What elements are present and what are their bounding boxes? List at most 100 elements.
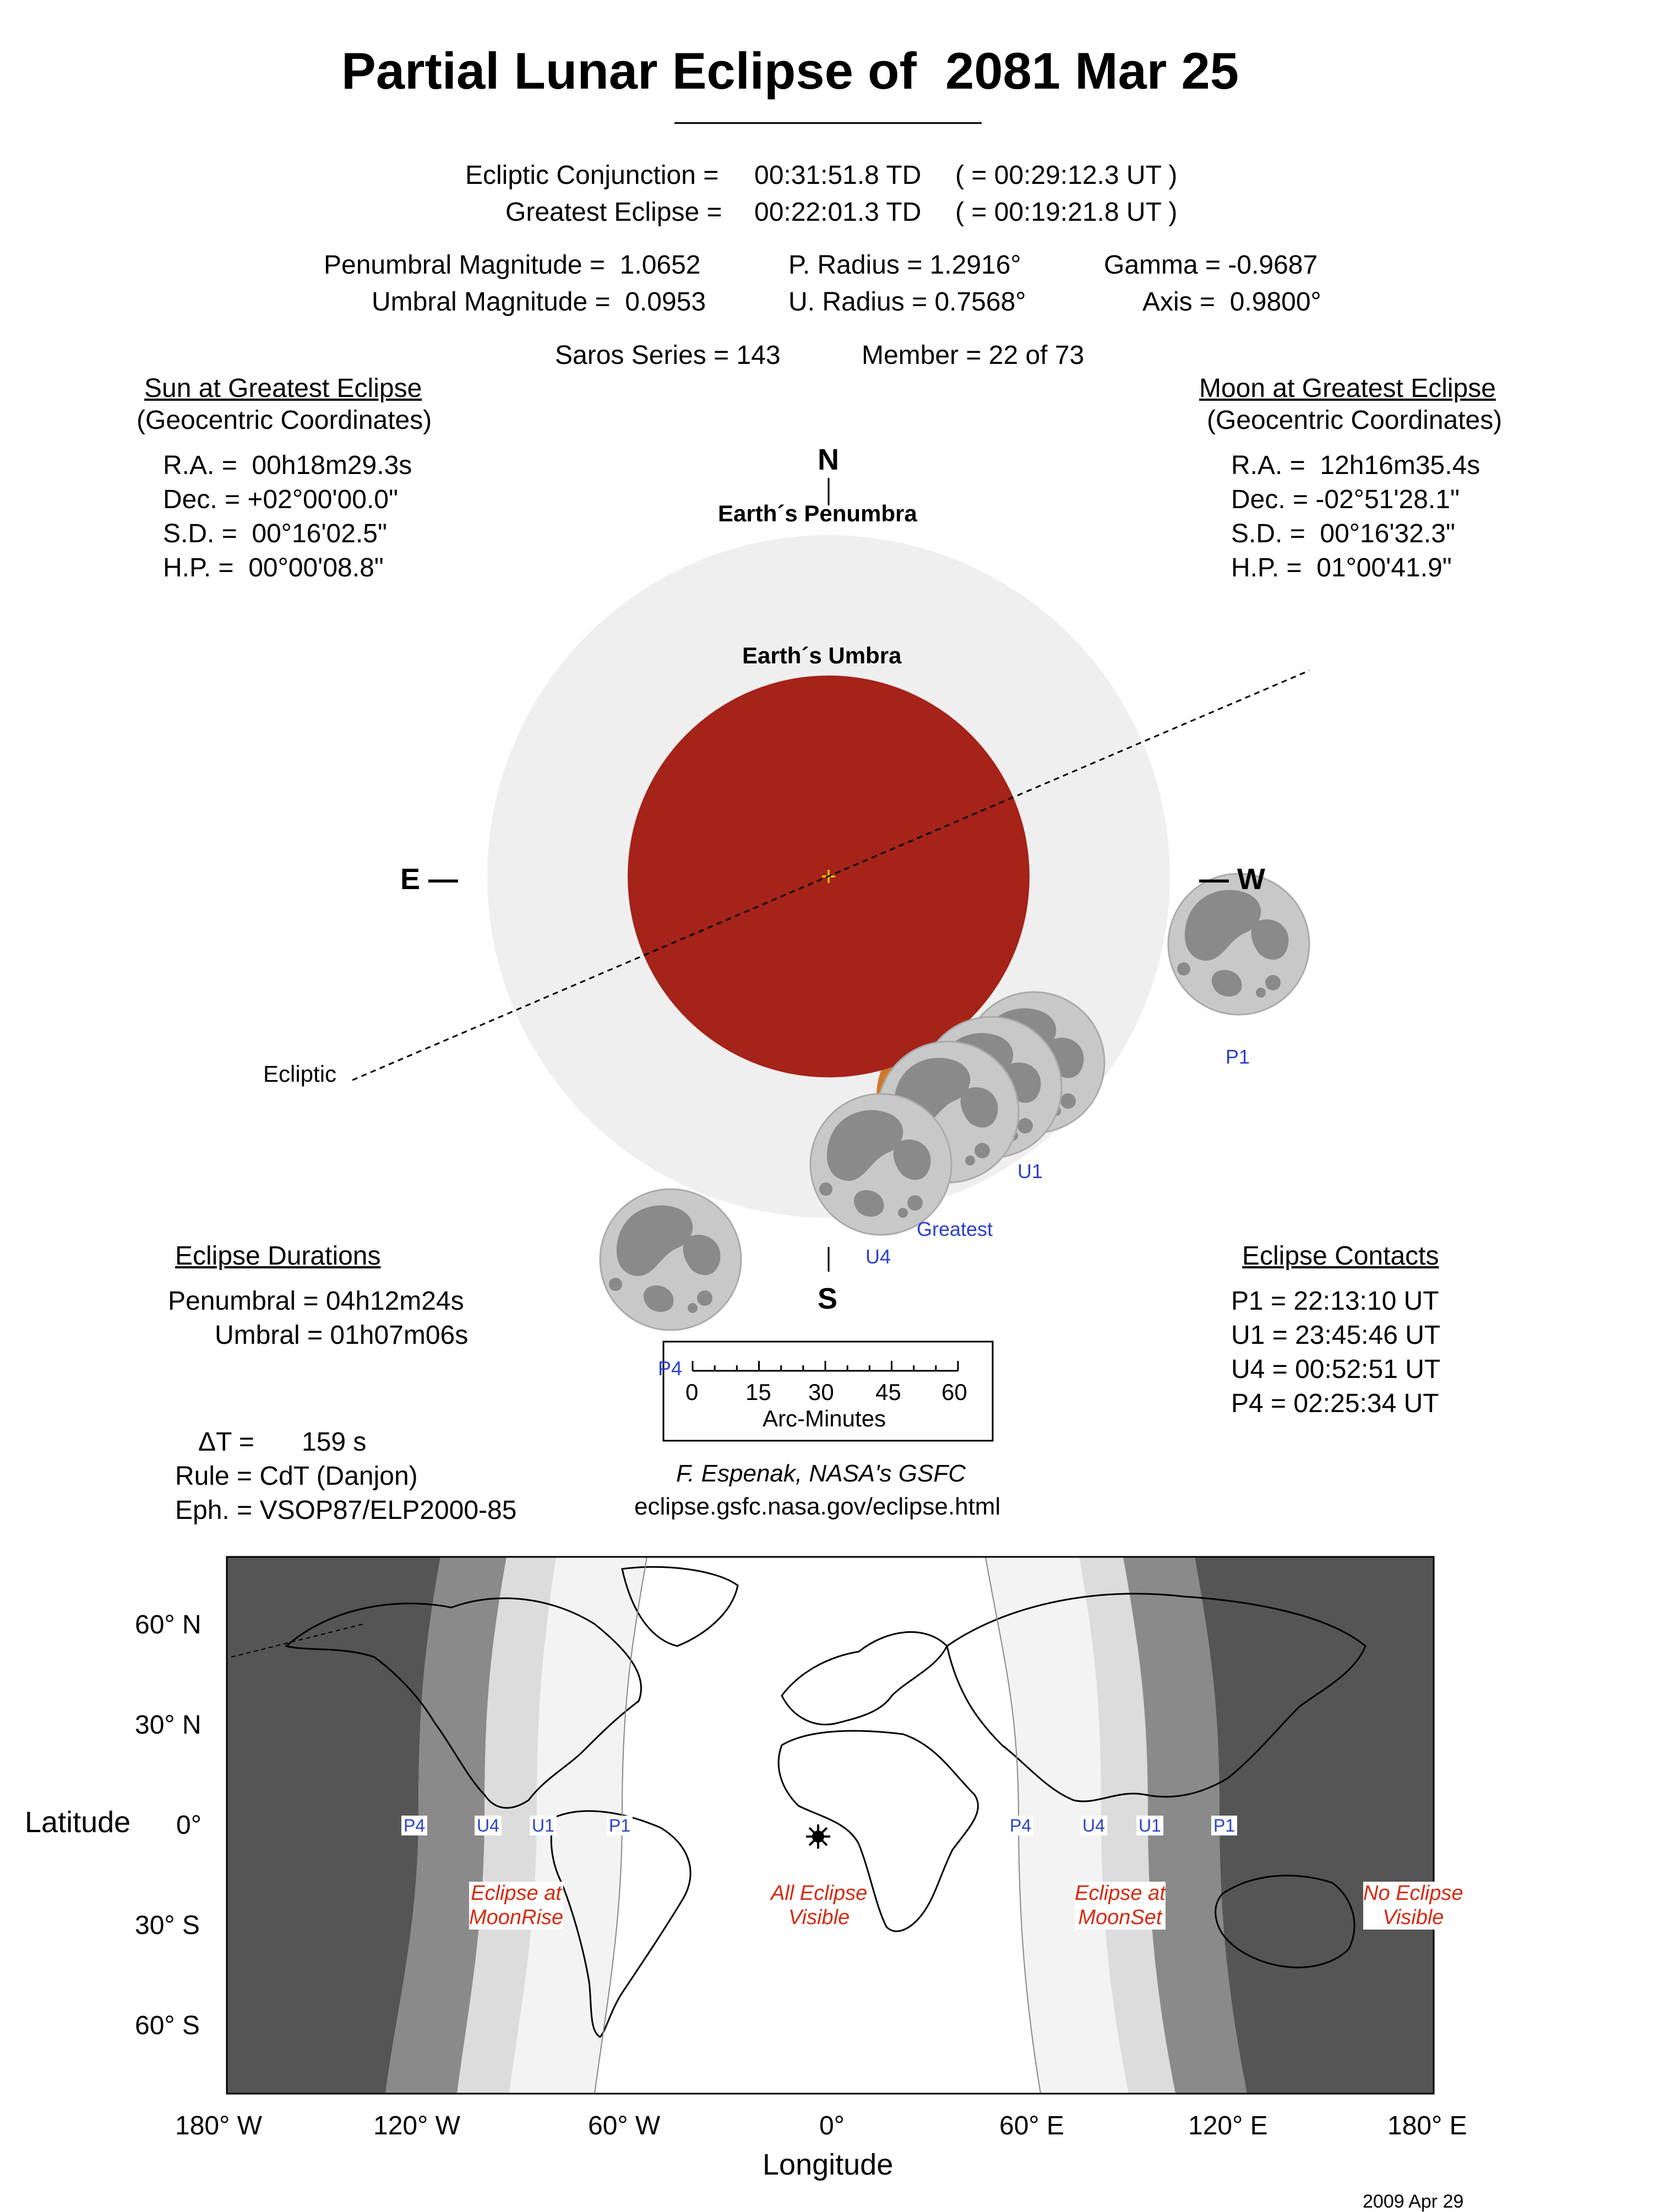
lat-label-0: 0° [176,1811,202,1840]
map-tag-p4-west: P4 [401,1816,428,1835]
scale-ticks [692,1361,959,1371]
scale-tick-15: 15 [745,1379,771,1405]
moon-heading: Moon at Greatest Eclipse [1199,374,1496,403]
north-label: N [818,443,839,476]
europe-outline [781,1631,948,1726]
lat-label-60s: 60° S [135,2011,200,2040]
sun-subheading: (Geocentric Coordinates) [137,406,432,435]
lat-label-30s: 30° S [135,1911,200,1940]
credit-url: eclipse.gsfc.nasa.gov/eclipse.html [634,1493,1001,1520]
contact-label-u1: U1 [1017,1160,1043,1183]
lat-label-30n: 30° N [135,1710,202,1740]
map-dashed-line [231,1623,364,1658]
map-tag-u1-east: U1 [1136,1816,1163,1835]
zone-label-none: No Eclipse Visible [1363,1882,1463,1930]
ephemeris: Eph. = VSOP87/ELP2000-85 [175,1496,517,1525]
moon-dec: Dec. = -02°51'28.1" [1231,485,1460,514]
contact-label-p4: P4 [658,1357,683,1380]
lon-label-120e: 120° E [1188,2111,1268,2140]
duration-penumbral: Penumbral = 04h12m24s [168,1287,464,1316]
moon-ra: R.A. = 12h16m35.4s [1231,451,1480,480]
saros-member: Member = 22 of 73 [862,341,1085,370]
penumbra-label: Earth´s Penumbra [718,500,917,526]
continent-outlines [284,1566,1367,2038]
duration-umbral: Umbral = 01h07m06s [215,1321,469,1350]
zone-light-east [986,1557,1129,2094]
zone-label-moonrise: Eclipse at MoonRise [469,1882,564,1930]
lon-label-120w: 120° W [373,2111,460,2140]
penumbral-magnitude: Penumbral Magnitude = 1.0652 [324,250,701,280]
moon-sd: S.D. = 00°16'32.3" [1231,519,1455,548]
subsolar-point-icon [806,1824,830,1849]
australia-outline [1215,1875,1355,1969]
sun-dec: Dec. = +02°00'00.0" [163,485,399,514]
map-tag-p1-west: P1 [607,1816,633,1835]
ecliptic-label: Ecliptic [263,1061,337,1087]
contact-label-greatest: Greatest [917,1218,993,1240]
sun-heading: Sun at Greatest Eclipse [144,374,422,403]
delta-t-label: ΔT = [198,1428,254,1457]
zone-moonrise-line1: Eclipse at [471,1882,562,1905]
west-label: — W [1199,863,1265,896]
moon-subheading: (Geocentric Coordinates) [1207,406,1502,435]
north-america-outline [284,1597,642,1809]
u-radius: U. Radius = 0.7568° [788,287,1026,317]
moon-hp: H.P. = 01°00'41.9" [1231,553,1452,582]
asia-outline [946,1593,1367,1802]
scale-tick-30: 30 [808,1379,834,1405]
map-tag-u4-west: U4 [475,1816,502,1835]
contact-label-u4: U4 [865,1245,891,1268]
latitude-axis-title: Latitude [25,1806,131,1839]
sun-hp: H.P. = 00°00'08.8" [163,553,384,582]
south-label: S [818,1282,838,1315]
map-tag-u1-west: U1 [530,1816,557,1835]
page-title: Partial Lunar Eclipse of 2081 Mar 25 [341,42,1239,100]
greatest-td: 00:22:01.3 TD [754,198,922,227]
zone-moonset-line1: Eclipse at [1075,1882,1166,1905]
zone-none-line1: No Eclipse [1363,1882,1463,1905]
contact-p4: P4 = 02:25:34 UT [1231,1389,1439,1418]
zone-all-line2: Visible [788,1905,850,1929]
zone-moonset-line2: MoonSet [1078,1905,1162,1929]
map-tag-u4-east: U4 [1080,1816,1107,1835]
umbra-label: Earth´s Umbra [742,642,902,668]
delta-t-value: 159 s [302,1428,367,1457]
sun-sd: S.D. = 00°16'02.5" [163,519,387,548]
durations-heading: Eclipse Durations [175,1241,381,1271]
moon-p4 [599,1188,742,1331]
map-tag-p1-east: P1 [1211,1816,1238,1835]
scale-label: Arc-Minutes [763,1405,886,1431]
gamma: Gamma = -0.9687 [1104,250,1318,280]
zone-none-line2: Visible [1382,1905,1444,1929]
contact-u1: U1 = 23:45:46 UT [1231,1321,1441,1350]
scale-tick-45: 45 [875,1379,901,1405]
south-america-outline [550,1810,692,2038]
conjunction-label: Ecliptic Conjunction = [465,161,719,190]
rule: Rule = CdT (Danjon) [175,1462,418,1491]
conjunction-ut: ( = 00:29:12.3 UT ) [955,161,1178,190]
map-tag-p4-east: P4 [1008,1816,1034,1835]
contact-label-p1: P1 [1226,1045,1250,1068]
lat-label-60n: 60° N [135,1610,202,1639]
credit-author: F. Espenak, NASA's GSFC [676,1460,966,1487]
longitude-axis-title: Longitude [763,2148,894,2181]
zone-moonrise-line2: MoonRise [469,1905,564,1929]
lon-label-60e: 60° E [999,2111,1064,2140]
greenland-outline [621,1566,739,1647]
saros-series: Saros Series = 143 [555,341,781,370]
p-radius: P. Radius = 1.2916° [788,250,1021,280]
scale-tick-60: 60 [941,1379,967,1405]
zone-label-moonset: Eclipse at MoonSet [1075,1882,1166,1930]
title-underline [674,122,982,124]
zone-label-all-visible: All Eclipse Visible [771,1882,868,1930]
scale-tick-0: 0 [685,1379,699,1405]
scale-box [662,1341,994,1442]
greatest-label: Greatest Eclipse = [505,198,722,227]
umbral-magnitude: Umbral Magnitude = 0.0953 [372,287,706,317]
lon-label-0: 0° [819,2111,845,2140]
east-label: E — [400,863,459,896]
zone-all-line1: All Eclipse [771,1882,868,1905]
contact-p1: P1 = 22:13:10 UT [1231,1287,1439,1316]
ecliptic-line [352,669,1310,1081]
eclipse-diagram [352,478,1310,1442]
